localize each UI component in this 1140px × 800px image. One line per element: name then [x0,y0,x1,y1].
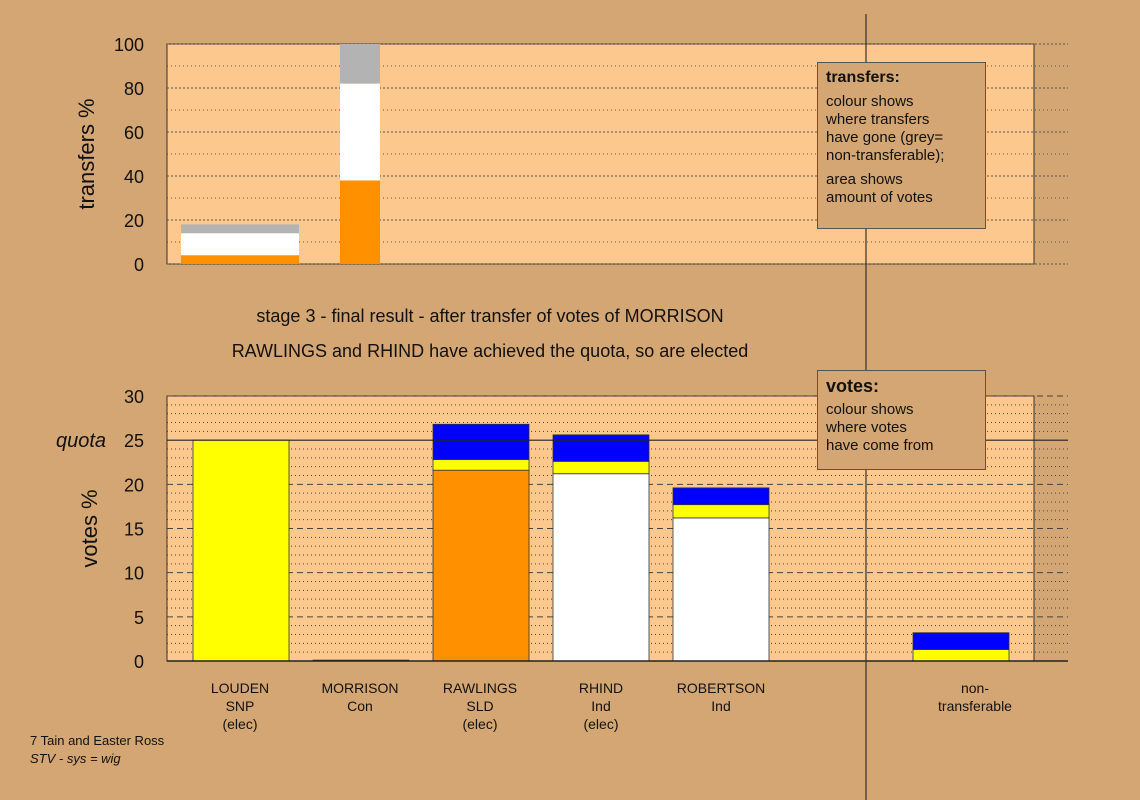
system-label: STV - sys = wig [30,751,121,766]
vote-bar-segment [432,469,530,662]
votes-y-tick-label: 20 [124,475,144,495]
transfers-legend-text-2: area shows amount of votes [826,171,933,206]
candidate-label: SNP [226,698,255,714]
candidate-label: MORRISON [322,680,399,696]
vote-bar-segment [912,649,1010,662]
transfer-bar-segment [340,83,380,181]
transfer-bar-segment [181,224,299,234]
quota-label: quota [56,430,106,452]
votes-legend-text: colour shows where votes have come from [826,401,934,454]
transfers-y-tick-label: 0 [134,255,144,275]
candidate-label: transferable [938,698,1012,714]
candidate-label: Ind [711,698,730,714]
vote-bar-segment [192,439,290,662]
transfer-bar-segment [181,255,299,264]
transfer-bar-segment [340,44,380,84]
transfers-legend-title: transfers: [826,69,900,86]
candidate-label: LOUDEN [211,680,269,696]
votes-y-tick-label: 0 [134,652,144,672]
votes-y-tick-label: 10 [124,564,144,584]
transfer-bar-segment [181,233,299,256]
candidate-label: Con [347,698,373,714]
result-caption: RAWLINGS and RHIND have achieved the quo… [231,341,749,361]
votes-y-axis-label: votes % [77,489,102,567]
transfer-bar-segment [340,180,380,264]
candidate-label: RHIND [579,680,623,696]
transfers-legend-text-1: colour shows where transfers have gone (… [826,93,945,164]
votes-legend-title: votes: [826,376,880,396]
vote-bar-segment [552,473,650,662]
candidate-label: RAWLINGS [443,680,517,696]
constituency-label: 7 Tain and Easter Ross [30,733,165,748]
candidate-label: (elec) [462,716,497,732]
vote-bar-segment [432,423,530,460]
votes-y-tick-label: 25 [124,431,144,451]
candidate-label: SLD [466,698,493,714]
votes-y-tick-label: 15 [124,520,144,540]
vote-bar-segment [672,487,770,506]
vote-bar-segment [672,517,770,662]
transfers-legend: transfers: colour shows where transfers … [817,62,986,229]
transfers-y-tick-label: 80 [124,79,144,99]
vote-bar-segment [672,504,770,519]
candidate-label: (elec) [583,716,618,732]
candidate-label: (elec) [222,716,257,732]
transfers-y-tick-label: 40 [124,167,144,187]
votes-legend: votes: colour shows where votes have com… [817,370,986,470]
stage-caption: stage 3 - final result - after transfer … [256,306,724,326]
vote-bar-segment [552,434,650,462]
candidate-label: ROBERTSON [677,680,765,696]
vote-bar-segment [432,459,530,471]
votes-y-tick-label: 5 [134,608,144,628]
transfers-y-tick-label: 100 [114,35,144,55]
transfers-y-tick-label: 60 [124,123,144,143]
candidate-label: non- [961,680,989,696]
transfers-y-tick-label: 20 [124,211,144,231]
vote-bar-segment [552,460,650,475]
votes-y-tick-label: 30 [124,387,144,407]
transfers-y-axis-label: transfers % [74,98,99,209]
candidate-label: Ind [591,698,610,714]
vote-bar-segment [912,632,1010,650]
